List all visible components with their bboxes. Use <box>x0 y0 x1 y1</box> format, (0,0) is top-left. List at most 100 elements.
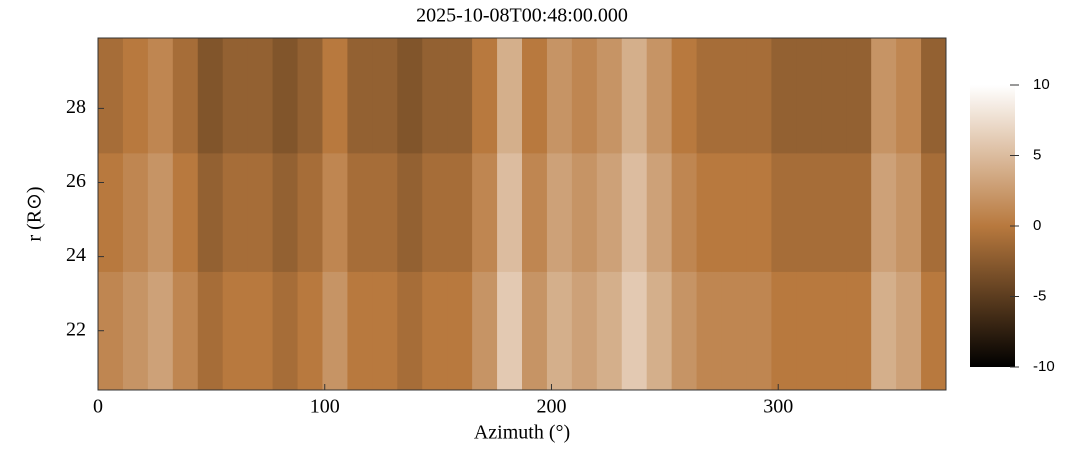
heatmap-cell <box>921 152 947 272</box>
heatmap-cell <box>646 152 673 272</box>
heatmap-cell <box>846 152 872 272</box>
heatmap-cell <box>671 271 698 391</box>
heatmap-cell <box>197 38 224 154</box>
heatmap-cell <box>596 152 623 272</box>
heatmap-cell <box>522 38 548 154</box>
heatmap-cell <box>247 271 274 391</box>
heatmap-cell <box>347 271 373 391</box>
heatmap-cell <box>472 38 498 154</box>
heatmap-cell <box>247 38 274 154</box>
heatmap-cell <box>746 271 772 391</box>
heatmap-cell <box>397 38 423 154</box>
heatmap-cell <box>546 38 573 154</box>
heatmap-cell <box>297 152 323 272</box>
colorbar-tick-label: 10 <box>1033 76 1050 93</box>
heatmap-cell <box>397 152 423 272</box>
heatmap-cell <box>671 38 698 154</box>
heatmap-cell <box>846 38 872 154</box>
heatmap-cell <box>621 271 648 391</box>
heatmap-cell <box>347 38 373 154</box>
y-tick-label: 22 <box>66 318 86 340</box>
heatmap-cell <box>921 38 947 154</box>
heatmap-cell <box>172 152 199 272</box>
heatmap-cell <box>621 38 648 154</box>
heatmap-cell <box>422 38 448 154</box>
heatmap-cell <box>771 152 797 272</box>
y-axis-label: r (R⊙) <box>24 186 46 241</box>
heatmap-cell <box>122 38 149 154</box>
heatmap-cell <box>222 271 249 391</box>
colorbar-tick-label: 0 <box>1033 217 1041 234</box>
heatmap-cell <box>172 271 199 391</box>
colorbar-tick-label: -5 <box>1033 287 1046 304</box>
heatmap-cell <box>272 271 299 391</box>
heatmap-cell <box>721 38 747 154</box>
y-tick-label: 24 <box>66 244 86 266</box>
x-tick-label: 100 <box>310 396 340 418</box>
heatmap-cell <box>372 271 398 391</box>
heatmap-cell <box>696 271 723 391</box>
heatmap-cell <box>796 38 822 154</box>
y-tick-label: 28 <box>66 96 86 118</box>
heatmap-cell <box>397 271 423 391</box>
heatmap-cell <box>347 152 373 272</box>
heatmap-cell <box>497 38 523 154</box>
heatmap-cell <box>497 152 523 272</box>
plot-frame <box>97 37 947 391</box>
heatmap-cell <box>771 38 797 154</box>
heatmap-cell <box>746 152 772 272</box>
heatmap-cell <box>896 271 922 391</box>
heatmap-cell <box>297 271 323 391</box>
heatmap-cell <box>896 152 922 272</box>
heatmap-cell <box>896 38 922 154</box>
colorbar-tick-label: -10 <box>1033 358 1055 375</box>
heatmap-cell <box>272 38 299 154</box>
heatmap-cell <box>372 38 398 154</box>
heatmap-cell <box>796 152 822 272</box>
heatmap-cell <box>372 152 398 272</box>
heatmap-cell <box>646 271 673 391</box>
heatmap-cell <box>522 152 548 272</box>
heatmap-cell <box>871 38 897 154</box>
heatmap-cell <box>546 152 573 272</box>
heatmap-cell <box>222 152 249 272</box>
x-tick-label: 300 <box>763 396 793 418</box>
heatmap-cell <box>522 271 548 391</box>
heatmap-cell <box>322 38 348 154</box>
heatmap-cell <box>197 271 224 391</box>
heatmap-cell <box>696 38 723 154</box>
heatmap-cell <box>846 271 872 391</box>
heatmap-cell <box>322 271 348 391</box>
heatmap-cell <box>422 152 448 272</box>
heatmap-cell <box>98 152 124 272</box>
heatmap-cell <box>721 271 747 391</box>
colorbar-tick-label: 5 <box>1033 146 1041 163</box>
heatmap-cell <box>771 271 797 391</box>
heatmap-cell <box>447 38 473 154</box>
heatmap-cell <box>696 152 723 272</box>
heatmap-cell <box>596 38 623 154</box>
x-axis-label: Azimuth (°) <box>474 422 570 444</box>
heatmap-cell <box>147 38 174 154</box>
heatmap-cell <box>571 152 598 272</box>
heatmap-cell <box>98 38 124 154</box>
y-tick-label: 26 <box>66 170 86 192</box>
heatmap-cell <box>546 271 573 391</box>
heatmap-cell <box>472 271 498 391</box>
heatmap-cell <box>746 38 772 154</box>
heatmap-cell <box>671 152 698 272</box>
heatmap-cell <box>871 271 897 391</box>
heatmap-cell <box>272 152 299 272</box>
heatmap-cell <box>247 152 274 272</box>
heatmap-cell <box>921 271 947 391</box>
heatmap-cell <box>796 271 822 391</box>
heatmap-cell <box>596 271 623 391</box>
heatmap-cell <box>147 271 174 391</box>
heatmap-cell <box>172 38 199 154</box>
x-tick-label: 200 <box>536 396 566 418</box>
heatmap-cell <box>122 271 149 391</box>
heatmap-cell <box>821 271 847 391</box>
x-tick-label: 0 <box>93 396 103 418</box>
heatmap-cell <box>721 152 747 272</box>
